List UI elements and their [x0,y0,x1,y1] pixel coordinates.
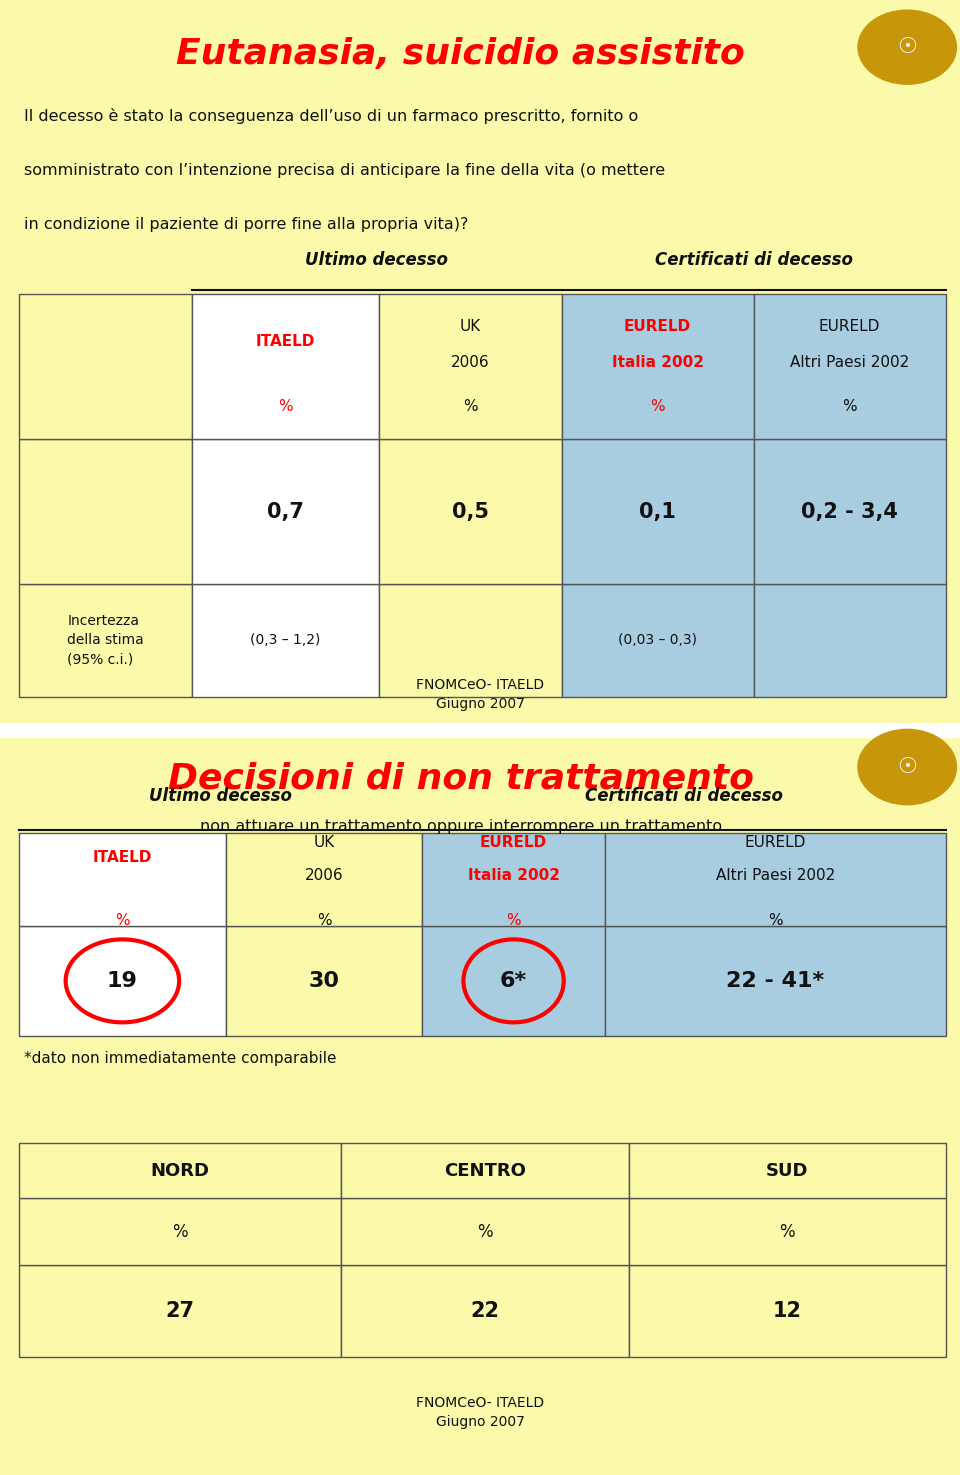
Text: somministrato con l’intenzione precisa di anticipare la fine della vita (o mette: somministrato con l’intenzione precisa d… [24,164,665,178]
Text: 0,7: 0,7 [267,502,304,522]
Bar [605,926,946,1035]
Bar [19,926,226,1035]
Text: Ultimo decesso: Ultimo decesso [305,251,448,268]
Bar [226,926,422,1035]
Bar [629,1264,946,1357]
Text: EURELD: EURELD [745,835,805,850]
Text: %: % [650,398,665,414]
Bar [754,584,946,696]
Bar [379,294,562,440]
Text: non attuare un trattamento oppure interrompere un trattamento: non attuare un trattamento oppure interr… [200,819,722,833]
Text: Italia 2002: Italia 2002 [612,355,704,370]
Text: %: % [172,1223,188,1240]
Text: FNOMCeO- ITAELD
Giugno 2007: FNOMCeO- ITAELD Giugno 2007 [416,1395,544,1429]
Bar [19,833,226,926]
Text: in condizione il paziente di porre fine alla propria vita)?: in condizione il paziente di porre fine … [24,217,468,233]
Bar [422,833,605,926]
Text: 30: 30 [308,971,340,991]
Text: 2006: 2006 [304,869,344,884]
Text: 27: 27 [165,1301,195,1322]
Bar [341,1264,629,1357]
Text: 0,2 - 3,4: 0,2 - 3,4 [802,502,898,522]
Bar [629,1143,946,1198]
Text: UK: UK [313,835,335,850]
Text: FNOMCeO- ITAELD
Giugno 2007: FNOMCeO- ITAELD Giugno 2007 [416,677,544,711]
Text: EURELD: EURELD [480,835,547,850]
Text: Il decesso è stato la conseguenza dell’uso di un farmaco prescritto, fornito o: Il decesso è stato la conseguenza dell’u… [24,108,638,124]
Text: Ultimo decesso: Ultimo decesso [150,788,292,805]
Text: ☉: ☉ [898,37,917,58]
Text: %: % [768,913,782,928]
Bar [562,294,754,440]
Bar [341,1198,629,1266]
Text: 19: 19 [107,971,138,991]
Bar [422,926,605,1035]
Text: %: % [317,913,331,928]
Bar [341,1143,629,1198]
Text: Decisioni di non trattamento: Decisioni di non trattamento [168,761,754,795]
Text: 22: 22 [470,1301,499,1322]
Bar [562,584,754,696]
Text: 0,5: 0,5 [452,502,489,522]
Text: ITAELD: ITAELD [256,333,315,348]
Text: 2006: 2006 [451,355,490,370]
Bar [19,584,192,696]
Text: Altri Paesi 2002: Altri Paesi 2002 [715,869,835,884]
Text: Altri Paesi 2002: Altri Paesi 2002 [790,355,909,370]
Text: CENTRO: CENTRO [444,1162,526,1180]
Bar [754,440,946,584]
Text: %: % [115,913,130,928]
Bar [605,833,946,926]
Bar [562,440,754,584]
Bar [192,584,379,696]
Text: *dato non immediatamente comparabile: *dato non immediatamente comparabile [24,1050,337,1066]
Bar [226,833,422,926]
Circle shape [857,729,957,805]
Text: (0,03 – 0,3): (0,03 – 0,3) [618,633,697,648]
Text: Certificati di decesso: Certificati di decesso [655,251,852,268]
Text: 0,1: 0,1 [639,502,676,522]
Text: 22 - 41*: 22 - 41* [726,971,825,991]
Bar [379,584,562,696]
Bar [379,440,562,584]
Text: Italia 2002: Italia 2002 [468,869,560,884]
Bar [19,1143,341,1198]
Bar [629,1198,946,1266]
Text: %: % [780,1223,795,1240]
Text: UK: UK [460,319,481,333]
Text: %: % [477,1223,492,1240]
Text: 12: 12 [773,1301,802,1322]
Text: %: % [278,398,293,414]
Bar [19,294,192,440]
Text: Certificati di decesso: Certificati di decesso [585,788,783,805]
Text: EURELD: EURELD [624,319,691,333]
Bar [19,1264,341,1357]
Text: %: % [463,398,478,414]
Text: EURELD: EURELD [819,319,880,333]
Text: Incertezza
della stima
(95% c.i.): Incertezza della stima (95% c.i.) [67,614,144,667]
Bar [19,1198,341,1266]
Bar [19,440,192,584]
Circle shape [857,9,957,86]
Text: Eutanasia, suicidio assistito: Eutanasia, suicidio assistito [177,37,745,71]
Text: ITAELD: ITAELD [93,850,152,864]
Text: NORD: NORD [151,1162,209,1180]
Bar [192,294,379,440]
Text: %: % [506,913,521,928]
Text: (0,3 – 1,2): (0,3 – 1,2) [251,633,321,648]
Text: SUD: SUD [766,1162,808,1180]
Bar [754,294,946,440]
Bar [192,440,379,584]
Text: 6*: 6* [500,971,527,991]
Text: ☉: ☉ [898,757,917,777]
Text: %: % [842,398,857,414]
